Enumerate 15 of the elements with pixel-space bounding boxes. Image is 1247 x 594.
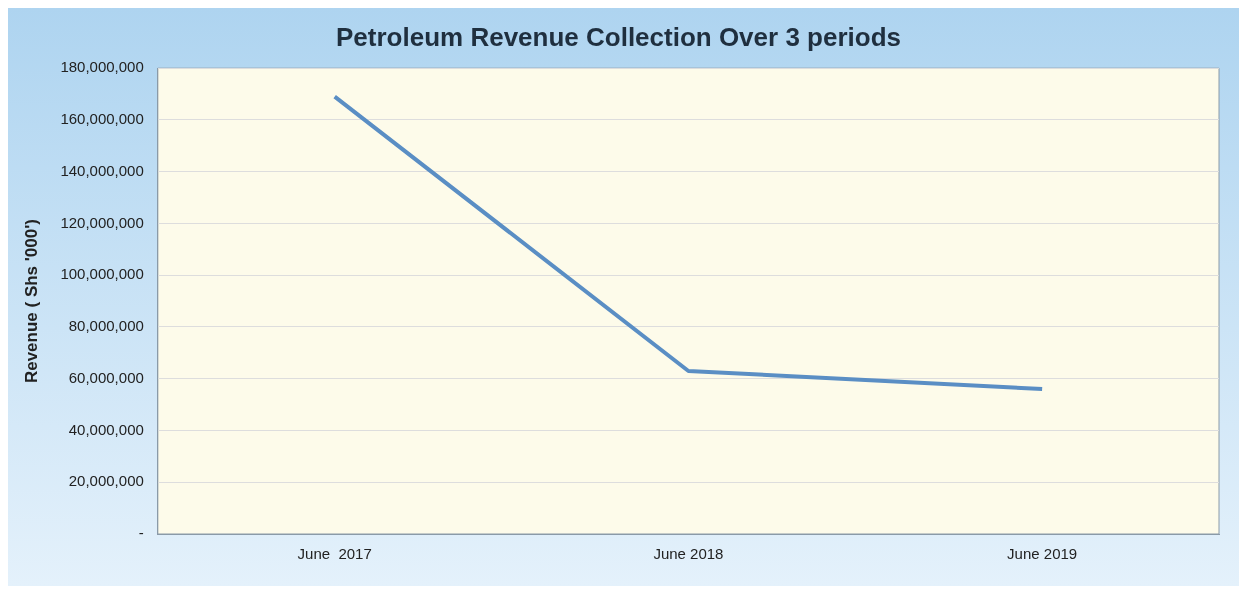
x-tick-label: June 2019 [1007,545,1078,563]
y-axis-title: Revenue ( Shs '000') [21,219,41,384]
x-tick-label: June 2018 [653,545,724,563]
chart-title: Petroleum Revenue Collection Over 3 periods [336,21,901,52]
y-tick-label: 20,000,000 [68,472,144,490]
y-tick-label: 140,000,000 [60,161,144,179]
x-tick-label: June 2017 [297,545,372,563]
y-tick-label: 60,000,000 [68,368,144,386]
y-tick-label: - [138,524,144,542]
y-tick-label: 100,000,000 [60,265,144,283]
y-tick-label: 160,000,000 [60,110,144,128]
y-tick-label: 180,000,000 [60,58,144,76]
y-tick-label: 120,000,000 [60,213,144,231]
y-tick-label: 80,000,000 [68,317,144,335]
y-tick-label: 40,000,000 [68,420,144,438]
